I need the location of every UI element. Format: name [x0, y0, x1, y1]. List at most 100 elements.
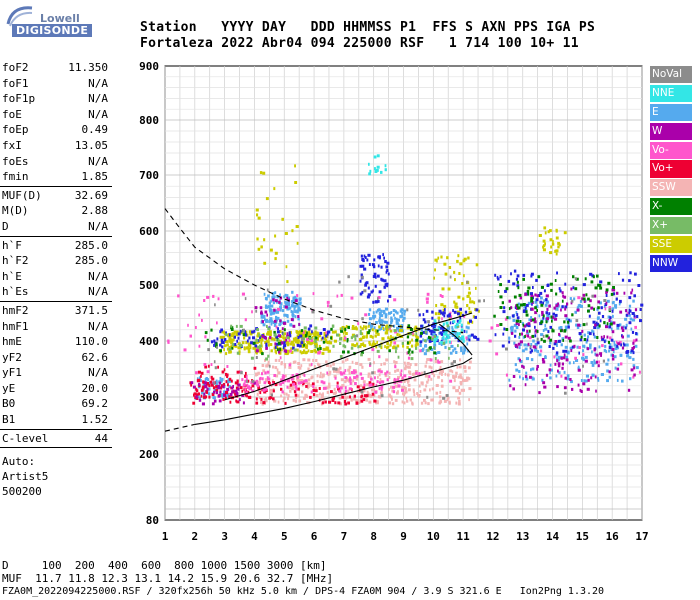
data-point-sse [280, 348, 283, 352]
data-point-vo- [349, 395, 351, 399]
x-tick-label: 5 [281, 530, 288, 543]
data-point-nnw [548, 345, 551, 348]
data-point-sse [444, 272, 448, 276]
data-point-noval [449, 275, 452, 279]
data-point-nnw [562, 349, 566, 353]
data-point-x- [603, 321, 606, 325]
data-point-nnw [283, 341, 286, 345]
data-point-e [270, 304, 274, 308]
data-point-ssw [272, 365, 275, 369]
data-point-nnw [360, 254, 363, 258]
data-point-vo- [245, 371, 247, 375]
data-point-e [260, 315, 263, 319]
data-point-vo- [193, 392, 197, 396]
data-point-vo- [230, 379, 233, 383]
data-point-vo- [225, 380, 228, 384]
data-point-nne [445, 340, 448, 344]
data-point-nnw [463, 329, 466, 333]
data-point-w [611, 330, 615, 334]
data-point-e [378, 316, 381, 320]
data-point-sse [315, 343, 318, 347]
data-point-ssw [380, 363, 383, 366]
data-point-vo- [632, 339, 637, 343]
data-point-e [517, 357, 520, 361]
data-point-sse [333, 339, 337, 343]
data-point-vo- [206, 382, 210, 385]
data-point-sse [437, 312, 441, 316]
data-point-sse [371, 344, 374, 348]
data-point-e [584, 355, 588, 359]
data-point-nnw [367, 253, 371, 257]
data-point-e [606, 369, 609, 373]
data-point-x- [536, 309, 538, 312]
data-point-vo- [369, 363, 372, 367]
data-point-nnw [359, 279, 362, 283]
data-point-e [579, 299, 582, 303]
data-point-w [269, 336, 272, 340]
data-point-ssw [327, 385, 331, 389]
data-point-e [508, 378, 511, 382]
data-point-ssw [403, 401, 406, 405]
data-point-nnw [372, 275, 376, 278]
data-point-ssw [296, 378, 300, 382]
data-point-sse [448, 266, 452, 269]
data-point-ssw [283, 396, 286, 400]
data-point-vo- [302, 382, 304, 386]
data-point-w [548, 304, 551, 308]
data-point-vo- [392, 390, 396, 394]
data-point-sse [293, 338, 297, 342]
data-point-x- [528, 329, 531, 333]
data-point-e [518, 335, 521, 339]
data-point-nne [460, 328, 464, 332]
data-point-vo- [263, 381, 267, 385]
x-tick-label: 12 [486, 530, 499, 543]
data-point-w [284, 305, 288, 309]
data-point-x- [303, 343, 305, 347]
data-point-sse [310, 341, 313, 345]
data-point-x- [585, 293, 588, 297]
data-point-w [213, 390, 216, 394]
data-point-vo- [320, 317, 324, 321]
data-point-sse [434, 268, 436, 272]
data-point-ssw [339, 402, 342, 406]
data-point-vo- [288, 339, 291, 342]
data-point-sse [225, 340, 229, 344]
data-point-e [577, 366, 580, 370]
data-point-sse [550, 245, 553, 249]
data-point-noval [377, 297, 379, 301]
data-point-nne [376, 154, 380, 158]
data-point-e [542, 329, 545, 332]
data-point-nnw [545, 311, 548, 315]
data-point-sse [310, 350, 314, 353]
data-point-vo- [338, 389, 342, 393]
data-point-nnw [639, 319, 642, 323]
data-point-x- [347, 350, 350, 354]
data-point-ssw [417, 393, 420, 397]
data-point-nnw [579, 338, 583, 342]
data-point-e [447, 325, 451, 329]
data-point-w [288, 298, 290, 302]
data-point-ssw [430, 366, 433, 370]
data-point-x- [609, 322, 613, 326]
x-tick-label: 16 [606, 530, 620, 543]
param-row: fxI 13.05 [0, 138, 112, 154]
data-point-vo- [601, 344, 604, 348]
data-point-w [633, 366, 636, 370]
data-point-sse [311, 335, 314, 339]
data-point-sse [365, 335, 368, 339]
data-point-e [612, 314, 614, 318]
data-point-ssw [300, 364, 303, 368]
data-point-ssw [464, 369, 467, 373]
data-point-e [534, 347, 537, 351]
data-point-x- [431, 337, 435, 341]
data-point-e [596, 326, 600, 330]
data-point-ssw [322, 373, 325, 377]
data-point-x- [393, 329, 397, 333]
data-point-noval [602, 359, 605, 363]
data-point-nnw [359, 264, 363, 268]
data-point-nnw [244, 330, 247, 334]
data-point-ssw [388, 401, 392, 405]
data-point-ssw [287, 397, 290, 401]
data-point-vo- [418, 372, 421, 376]
data-point-e [402, 318, 405, 322]
